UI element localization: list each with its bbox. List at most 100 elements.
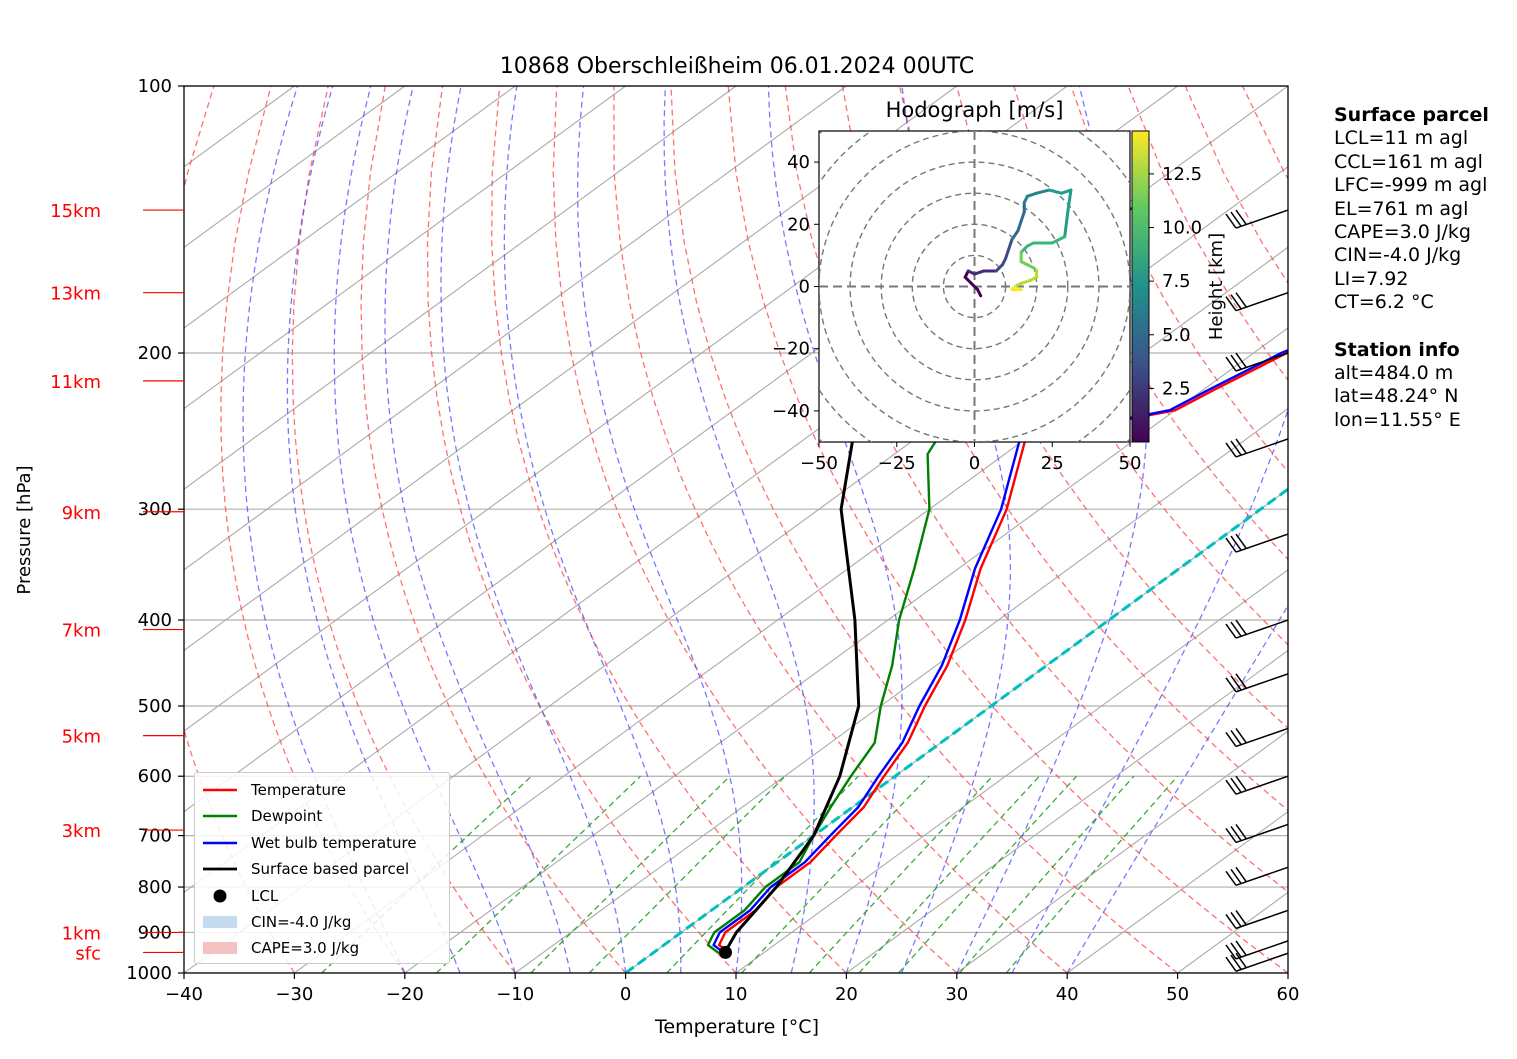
wind-barb [1235, 952, 1289, 972]
hodograph-segment [973, 269, 986, 276]
legend-label-temperature: Temperature [251, 781, 347, 799]
isotherm [184, 86, 406, 248]
x-tick-label: −10 [496, 984, 534, 1005]
wind-barb-feather [1230, 354, 1242, 370]
legend-swatch-cape [203, 942, 237, 954]
dry-adiabat [613, 86, 1068, 973]
legend-item-cape: CAPE=3.0 J/kg [195, 937, 449, 959]
wind-barb-feather [1225, 956, 1237, 972]
mixing-ratio-line [741, 775, 930, 973]
mixing-ratio-line [808, 775, 994, 973]
y-tick-label: 600 [138, 766, 172, 787]
station-info-lon: lon=11.55° E [1334, 408, 1461, 431]
colorbar-tick-label: 12.5 [1162, 164, 1202, 185]
y-tick-label: 1000 [126, 963, 172, 984]
hodograph-segment [1047, 188, 1064, 195]
wind-barb-feather [1230, 621, 1242, 637]
x-tick-label: −30 [275, 984, 313, 1005]
y-tick-label: 100 [138, 76, 172, 97]
legend-swatch-parcel [203, 867, 237, 871]
station-info-header: Station info [1334, 338, 1460, 361]
hodograph-segment [1050, 235, 1067, 245]
mixing-ratio-line [898, 775, 1078, 973]
wind-barb-feather [1230, 942, 1242, 958]
dry-adiabat [552, 86, 958, 973]
wind-barb-feather [1235, 775, 1247, 791]
wind-barb-feather [1235, 823, 1247, 839]
x-tick-label: 20 [835, 984, 858, 1005]
hodograph: Hodograph [m/s] −50 −25 0 25 50 40 20 0 −20 −40 12.… [772, 98, 1227, 474]
hodograph-segment [1066, 188, 1073, 214]
wind-barb-feather [1225, 779, 1237, 795]
chart-legend: Temperature Dewpoint Wet bulb temperatur… [194, 772, 450, 964]
dry-adiabat [491, 86, 847, 973]
hodograph-rings [819, 131, 1130, 442]
hodograph-segment [1004, 247, 1011, 261]
x-axis-label: Temperature [°C] [654, 1016, 819, 1038]
wind-barb-feather [1230, 675, 1242, 691]
legend-label-cin: CIN=-4.0 J/kg [251, 913, 352, 931]
legend-item-wetbulb: Wet bulb temperature [195, 832, 449, 854]
isotherm [184, 86, 847, 571]
y-tick-label: 300 [138, 499, 172, 520]
y-tick-label: 200 [138, 343, 172, 364]
x-tick-label: 60 [1277, 984, 1300, 1005]
hodograph-y-tick-label: 0 [799, 277, 810, 298]
dry-adiabat [727, 86, 1288, 973]
isotherm [846, 649, 1288, 973]
moist-adiabat [440, 86, 627, 973]
dry-adiabat [291, 86, 516, 973]
wind-barb-feather [1230, 777, 1242, 793]
legend-swatch-temperature [203, 788, 237, 792]
legend-item-cin: CIN=-4.0 J/kg [195, 911, 449, 933]
wind-barb [1235, 940, 1289, 960]
height-label: sfc [75, 943, 101, 964]
wind-barb [1235, 533, 1289, 553]
surface-parcel-ccl: CCL=161 m agl [1334, 150, 1483, 173]
moist-adiabat [1066, 604, 1288, 973]
station-info-lat: lat=48.24° N [1334, 385, 1459, 408]
moist-adiabat [503, 86, 682, 973]
wind-barb-feather [1230, 535, 1242, 551]
legend-swatch-dewpoint [203, 814, 237, 818]
y-axis-label: Pressure [hPa] [14, 465, 35, 594]
wind-barb-feather [1225, 213, 1237, 229]
colorbar-tick-label: 10.0 [1162, 218, 1202, 239]
x-tick-label: −20 [386, 984, 424, 1005]
moist-adiabat [384, 86, 572, 973]
wind-barb-feather [1225, 296, 1237, 312]
wind-barb-feather [1235, 209, 1247, 225]
wind-barb-feather [1225, 537, 1237, 553]
isotherm [735, 569, 1288, 973]
hodograph-x-tick-label: 50 [1119, 453, 1142, 474]
x-tick-label: −40 [165, 984, 203, 1005]
isotherm [184, 86, 737, 490]
isotherm [514, 407, 1288, 973]
isotherm [184, 86, 626, 410]
height-label: 3km [62, 821, 101, 842]
surface-parcel-ct: CT=6.2 °C [1334, 291, 1434, 314]
wind-barb [1235, 775, 1289, 795]
isotherm [184, 86, 958, 652]
hodograph-segment [1007, 238, 1014, 251]
wind-barb-feather [1235, 352, 1247, 368]
wind-barb-feather [1230, 825, 1242, 841]
colorbar-tick-label: 7.5 [1162, 271, 1191, 292]
surface-parcel-lcl: LCL=11 m agl [1334, 127, 1469, 150]
colorbar-label: Height [km] [1206, 233, 1227, 340]
moist-adiabat [767, 86, 903, 973]
surface-parcel-cin: CIN=-4.0 J/kg [1334, 244, 1462, 267]
wind-barb-feather [1235, 727, 1247, 743]
wind-barb-feather [1225, 731, 1237, 747]
y-tick-label: 700 [138, 826, 172, 847]
legend-item-temperature: Temperature [195, 779, 449, 801]
legend-label-dewpoint: Dewpoint [251, 807, 323, 825]
legend-swatch-cin [203, 916, 237, 928]
wind-barb-feather [1235, 438, 1247, 454]
hodograph-y-tick-label: 20 [787, 214, 810, 235]
wind-barb [1235, 291, 1289, 312]
wind-barb [1235, 352, 1289, 372]
isotherm [184, 86, 516, 329]
